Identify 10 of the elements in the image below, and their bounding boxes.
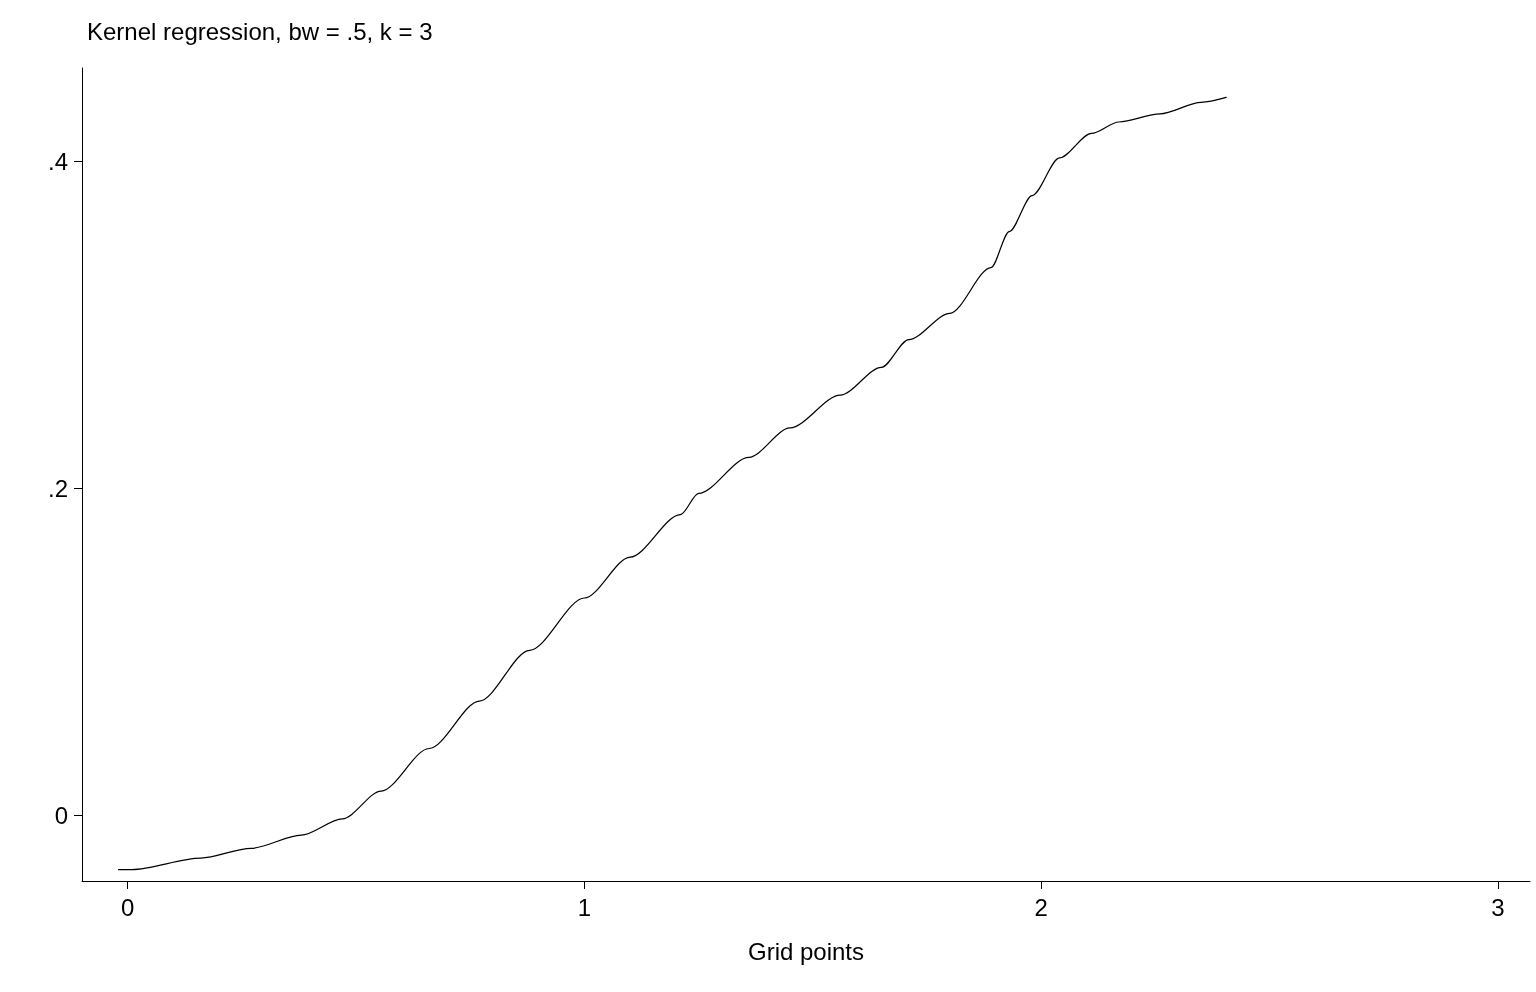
- x-tick-label: 1: [577, 893, 592, 921]
- x-axis-title: Grid points: [747, 937, 865, 965]
- line-series: [117, 96, 1227, 871]
- y-tick-label: .2: [47, 474, 68, 502]
- chart-title: Kernel regression, bw = .5, k = 3: [87, 17, 433, 45]
- x-tick-label: 3: [1491, 893, 1505, 921]
- y-tick-label: 0: [54, 802, 68, 830]
- y-tick-label: .4: [47, 147, 68, 175]
- x-tick-label: 0: [121, 893, 135, 921]
- x-tick-label: 2: [1034, 893, 1048, 921]
